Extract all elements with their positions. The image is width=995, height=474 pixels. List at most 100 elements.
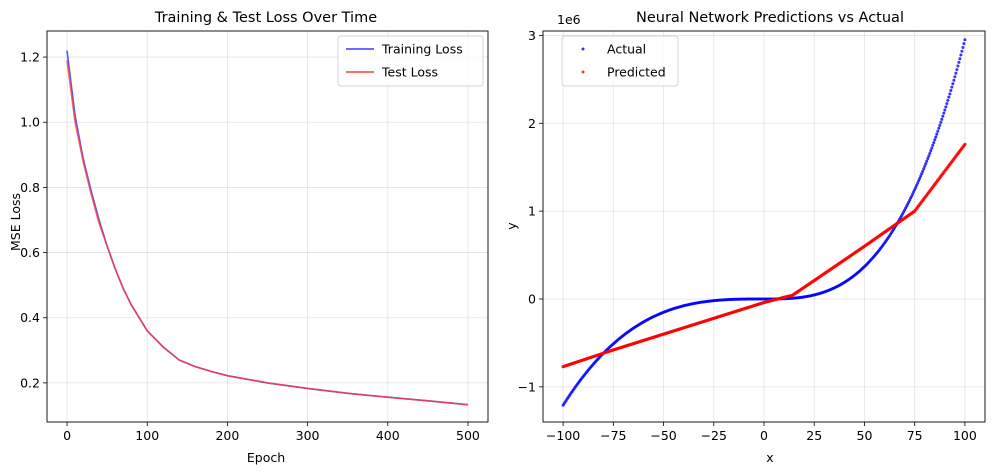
actual-point [932,141,936,145]
loss-chart-x-tick-label: 400 [376,428,400,443]
actual-point [950,85,954,89]
prediction-chart-ylabel: y [504,222,519,230]
actual-point [920,172,924,176]
loss-chart: Training & Test Loss Over Time Epoch MSE… [8,10,489,465]
legend-label-test-loss: Test Loss [381,65,438,80]
prediction-chart-y-tick-label: 0 [528,291,536,306]
prediction-chart-frame [542,30,986,423]
actual-point [919,174,923,178]
actual-point [924,162,928,166]
actual-point [942,111,946,115]
actual-point [926,157,930,161]
prediction-chart-x-tick-label: −25 [701,428,727,443]
actual-point [941,114,945,118]
actual-point [945,102,949,106]
prediction-legend [561,35,679,87]
actual-point [947,95,951,99]
actual-point [931,143,935,147]
actual-point [960,49,964,53]
legend-label-training-loss: Training Loss [381,42,463,57]
loss-chart-y-tick-label: 0.4 [20,310,40,325]
actual-point [935,132,939,136]
loss-chart-title: Training & Test Loss Over Time [154,10,377,26]
actual-point [934,135,938,139]
actual-point [933,138,937,142]
prediction-chart-y-tick-label: −1 [518,379,536,394]
prediction-chart-x-tick-label: 25 [806,428,822,443]
actual-point [958,57,962,61]
actual-point [957,60,961,64]
actual-point [928,151,932,155]
predicted-point [963,142,967,146]
actual-point [951,82,955,86]
prediction-chart-y-tick-label: 3 [528,28,536,43]
actual-point [959,53,963,57]
actual-point [954,71,958,75]
actual-point [962,42,966,46]
predicted-points [561,142,967,369]
actual-point [930,146,934,150]
actual-point [949,89,953,92]
loss-legend [337,35,484,87]
prediction-chart-x-tick-label: 100 [953,428,977,443]
actual-point [923,164,927,168]
loss-chart-x-tick-label: 200 [215,428,239,443]
actual-point [952,78,956,82]
prediction-chart-y-tick-label: 2 [528,116,536,131]
prediction-chart-y-tick-label: 1 [528,204,536,219]
prediction-chart-x-tick-label: 0 [760,428,768,443]
actual-point [917,179,921,183]
loss-chart-y-tick-label: 1.0 [20,115,40,130]
actual-point [918,176,922,180]
actual-point [915,183,919,187]
loss-chart-y-tick-label: 1.2 [20,50,40,65]
actual-point [922,167,926,171]
loss-chart-x-tick-label: 0 [63,428,71,443]
actual-point [961,45,965,49]
actual-point [916,181,920,185]
loss-chart-series-training-loss [66,50,469,406]
actual-point [921,169,925,173]
legend-marker-actual [581,47,585,51]
actual-point [953,75,957,79]
actual-point [948,92,952,96]
prediction-chart-x-tick-label: −100 [546,428,580,443]
loss-chart-x-tick-label: 300 [296,428,320,443]
loss-chart-ylabel: MSE Loss [8,193,23,251]
actual-point [925,159,929,163]
legend-marker-predicted [581,70,585,74]
legend-label-actual: Actual [607,42,646,57]
prediction-chart-title: Neural Network Predictions vs Actual [636,10,904,26]
loss-chart-frame [46,30,489,423]
actual-point [937,126,941,130]
actual-point [943,108,947,112]
loss-chart-y-tick-label: 0.8 [20,180,40,195]
actual-point [914,185,918,189]
prediction-chart-x-tick-label: 75 [907,428,923,443]
actual-point [939,120,943,124]
prediction-chart-x-tick-label: −75 [600,428,626,443]
actual-point [927,154,931,158]
loss-chart-plot-area [66,50,469,406]
actual-point [946,98,950,102]
legend-label-predicted: Predicted [607,65,666,80]
actual-point [940,117,944,121]
loss-chart-xlabel: Epoch [247,450,285,465]
prediction-chart-x-tick-label: 50 [857,428,873,443]
loss-chart-y-tick-label: 0.6 [20,245,40,260]
prediction-chart-xlabel: x [766,450,773,465]
loss-chart-series-test-loss [66,60,469,406]
loss-chart-y-tick-label: 0.2 [20,375,40,390]
prediction-chart-plot-area [561,38,967,407]
loss-chart-x-tick-label: 500 [456,428,480,443]
prediction-chart-offset-label: 1e6 [557,12,581,27]
prediction-chart-x-tick-label: −50 [650,428,676,443]
actual-point [936,129,940,133]
prediction-chart: Neural Network Predictions vs Actual x y… [504,10,986,465]
loss-chart-x-tick-label: 100 [135,428,159,443]
actual-point [955,68,959,72]
actual-point [944,105,948,109]
actual-point [929,149,933,153]
actual-point [956,64,960,68]
